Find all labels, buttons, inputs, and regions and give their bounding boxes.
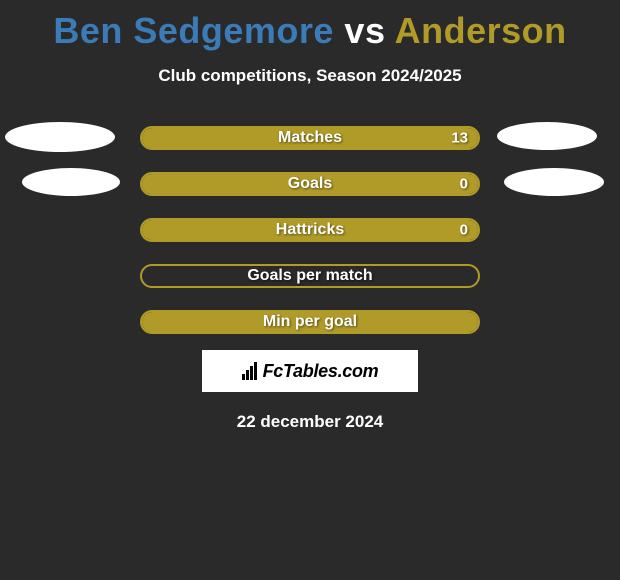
stat-bar-track: Min per goal: [140, 310, 480, 334]
stat-row: Goals 0: [0, 172, 620, 196]
stat-bar-track: Hattricks 0: [140, 218, 480, 242]
stat-bar-track: Goals 0: [140, 172, 480, 196]
comparison-infographic: Ben Sedgemore vs Anderson Club competiti…: [0, 0, 620, 432]
stat-value: 13: [451, 130, 468, 147]
logo-bar: [246, 370, 249, 380]
stat-value: 0: [460, 222, 468, 239]
decor-ellipse: [22, 168, 120, 196]
stat-row: Hattricks 0: [0, 218, 620, 242]
stat-label: Goals per match: [247, 267, 372, 285]
vs-text: vs: [344, 10, 385, 51]
logo-bars-icon: [242, 362, 257, 380]
stat-row: Matches 13: [0, 126, 620, 150]
date-label: 22 december 2024: [237, 412, 384, 432]
logo-text: FcTables.com: [263, 361, 379, 382]
decor-ellipse: [5, 122, 115, 152]
logo-bar: [254, 362, 257, 380]
player1-name: Ben Sedgemore: [53, 10, 334, 51]
stat-bar-track: Goals per match: [140, 264, 480, 288]
decor-ellipse: [504, 168, 604, 196]
fctables-logo: FcTables.com: [202, 350, 418, 392]
stat-value: 0: [460, 176, 468, 193]
logo-bar: [242, 374, 245, 380]
stats-chart: Matches 13 Goals 0 Hattricks 0 Goals per match…: [0, 126, 620, 334]
stat-label: Hattricks: [276, 221, 344, 239]
decor-ellipse: [497, 122, 597, 150]
stat-label: Matches: [278, 129, 342, 147]
logo-bar: [250, 366, 253, 380]
player2-name: Anderson: [395, 10, 567, 51]
stat-row: Goals per match: [0, 264, 620, 288]
stat-label: Min per goal: [263, 313, 357, 331]
stat-label: Goals: [288, 175, 332, 193]
stat-bar-track: Matches 13: [140, 126, 480, 150]
page-title: Ben Sedgemore vs Anderson: [53, 10, 566, 52]
subtitle: Club competitions, Season 2024/2025: [158, 66, 461, 86]
stat-row: Min per goal: [0, 310, 620, 334]
